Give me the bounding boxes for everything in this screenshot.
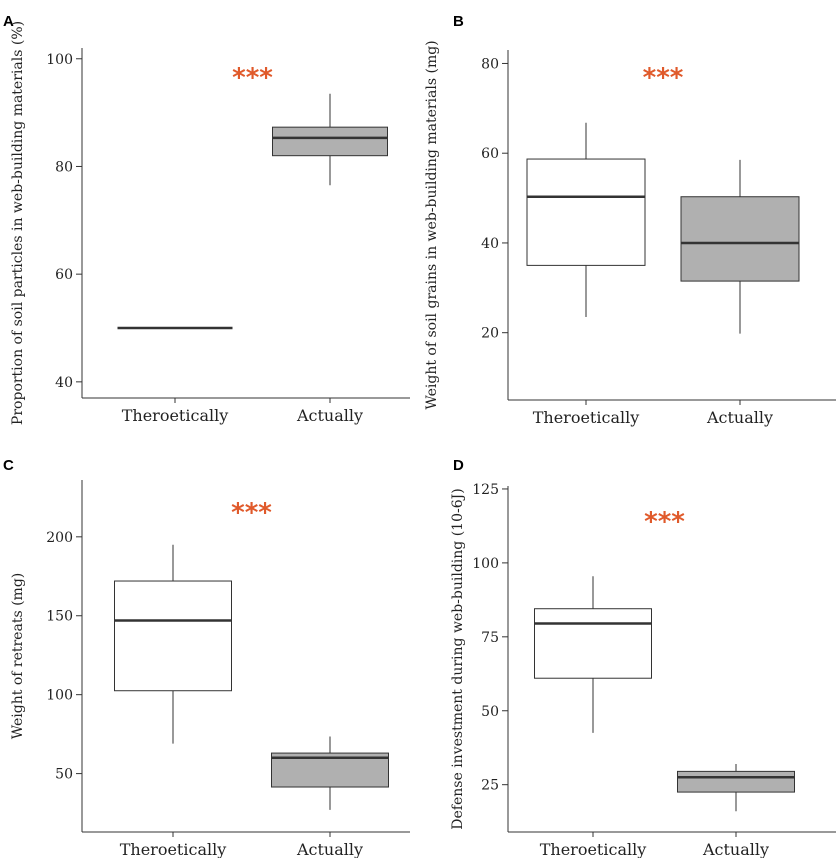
panel-a-actually-box (272, 126, 388, 157)
panel-a-y-tick-label: 40 (55, 375, 73, 391)
panel-a-letter: A (3, 13, 14, 30)
panel-b-actually-box (680, 196, 800, 282)
panel-a-y-tick-label: 60 (55, 267, 73, 283)
panel-a-significance-marker: *** (232, 63, 273, 93)
panel-d-y-tick-label: 75 (481, 630, 499, 646)
panel-b-significance-marker: *** (643, 63, 684, 93)
panel-d-y-tick-label: 25 (481, 778, 499, 794)
panel-b-y-tick-label: 60 (481, 146, 499, 162)
panel-a-y-tick-label: 80 (55, 159, 73, 175)
panel-a-category-label: Theroetically (122, 406, 229, 425)
panel-d-actually-box (677, 770, 795, 793)
panel-b-category-label: Theroetically (533, 408, 640, 427)
panel-b-category-label: Actually (706, 408, 773, 427)
panel-a-y-tick-label: 100 (46, 52, 73, 68)
panel-b-letter: B (453, 13, 464, 30)
panel-d-letter: D (453, 457, 464, 474)
panel-c-y-axis-label: Weight of retreats (mg) (10, 573, 26, 739)
panel-a-y-axis-label: Proportion of soil particles in web-buil… (10, 21, 26, 425)
panel-c-category-label: Actually (296, 840, 363, 858)
panel-c-significance-marker: *** (231, 498, 272, 528)
panel-b-y-tick-label: 20 (481, 326, 499, 342)
panel-b-y-tick-label: 40 (481, 236, 499, 252)
panel-c-y-tick-label: 150 (46, 609, 73, 625)
panel-c-y-tick-label: 200 (46, 530, 73, 546)
panel-d-significance-marker: *** (644, 507, 685, 537)
panel-d-y-tick-label: 125 (472, 482, 499, 498)
panel-c-y-tick-label: 100 (46, 688, 73, 704)
panel-d-theroetically-box (534, 608, 652, 679)
panel-d-category-label: Actually (702, 840, 769, 858)
panel-c-y-tick-label: 50 (55, 767, 73, 783)
panel-c-category-label: Theroetically (120, 840, 227, 858)
panel-b-y-axis-label: Weight of soil grains in web-building ma… (424, 40, 440, 409)
panel-d-y-tick-label: 50 (481, 704, 499, 720)
panel-d-y-tick-label: 100 (472, 556, 499, 572)
panel-a-category-label: Actually (296, 406, 363, 425)
panel-d-y-axis-label: Defense investment during web-building (… (450, 488, 466, 829)
panel-d-category-label: Theroetically (540, 840, 647, 858)
panel-c-letter: C (3, 457, 14, 474)
panel-b-y-tick-label: 80 (481, 56, 499, 72)
panel-b-theroetically-box (526, 158, 646, 266)
panel-c-theroetically-box (114, 580, 232, 692)
